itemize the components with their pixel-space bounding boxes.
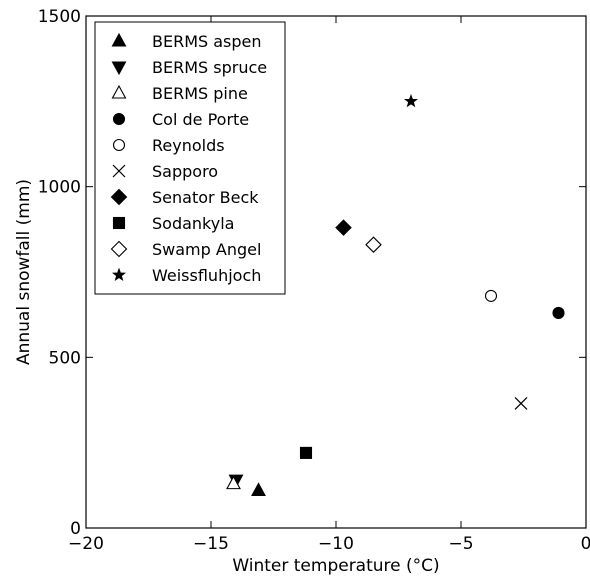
legend-marker — [111, 267, 127, 281]
legend-marker — [111, 32, 127, 47]
x-axis-label: Winter temperature (°C) — [232, 556, 439, 576]
x-tick-label: −5 — [448, 534, 473, 554]
legend-label: Sapporo — [152, 162, 218, 181]
legend-label: Sodankyla — [152, 214, 234, 233]
legend-marker — [112, 164, 126, 178]
x-tick-label: −10 — [318, 534, 354, 554]
data-point — [484, 289, 498, 302]
legend-label: Senator Beck — [152, 188, 259, 207]
legend-label: BERMS pine — [152, 84, 248, 103]
x-tick-label: −15 — [193, 534, 229, 554]
legend-marker — [112, 216, 126, 230]
legend-marker — [112, 112, 126, 126]
data-point — [514, 396, 528, 410]
legend-marker — [112, 138, 126, 152]
data-point — [365, 236, 382, 253]
data-point — [552, 306, 565, 320]
legend-label: BERMS spruce — [152, 58, 267, 77]
y-tick-label: 1000 — [38, 178, 81, 198]
y-tick-label: 1500 — [38, 7, 81, 27]
legend-label: Col de Porte — [152, 110, 249, 129]
data-point — [226, 475, 241, 490]
x-tick-label: 0 — [581, 534, 590, 554]
legend-marker — [110, 188, 128, 206]
legend-marker — [111, 84, 127, 99]
legend-label: Reynolds — [152, 136, 225, 155]
legend: BERMS aspen BERMS spruce BERMS pine Col de … — [94, 21, 286, 295]
y-tick-label: 0 — [70, 519, 81, 539]
legend-marker — [110, 240, 128, 258]
data-point — [251, 482, 266, 497]
data-point — [335, 219, 352, 236]
legend-label: Weissfluhjoch — [152, 266, 261, 285]
y-tick-label: 500 — [49, 348, 81, 368]
y-axis-label: Annual snowfall (mm) — [14, 179, 34, 365]
legend-marker — [111, 61, 127, 76]
axis-ticks: −20 −15 −10 −5 0 0 500 1000 1500 — [38, 7, 590, 554]
x-tick-label: −20 — [68, 534, 104, 554]
legend-box — [94, 21, 286, 295]
data-markers — [226, 93, 565, 497]
data-point — [403, 93, 419, 108]
data-point — [299, 446, 313, 459]
legend-label: BERMS aspen — [152, 32, 262, 51]
legend-label: Swamp Angel — [152, 240, 261, 259]
